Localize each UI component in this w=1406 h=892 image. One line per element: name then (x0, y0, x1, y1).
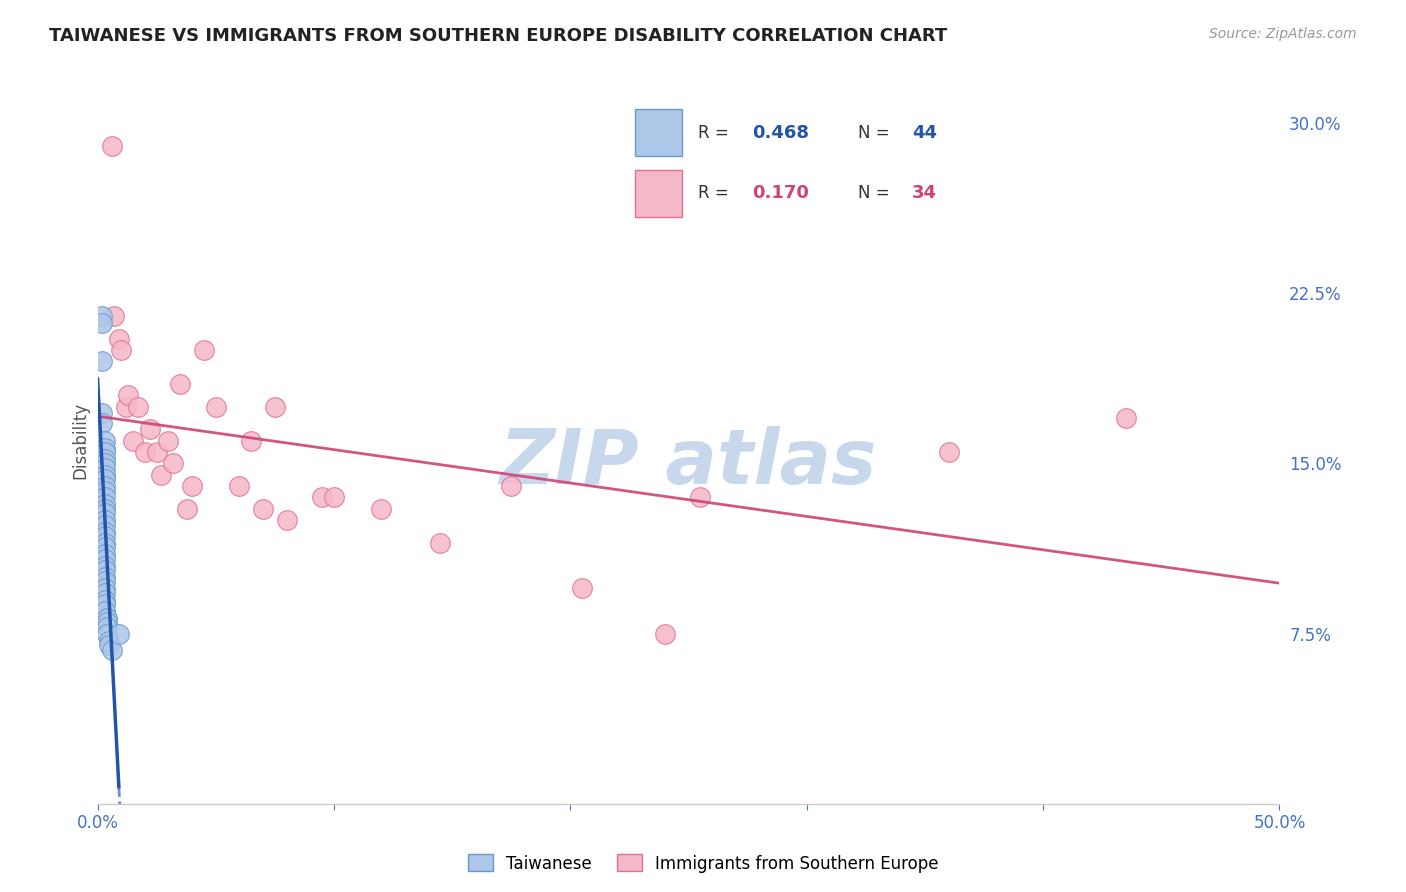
Point (134, 445, 156, 459)
Point (91, 407, 114, 421)
Point (93, 434, 115, 448)
Point (96, 626, 118, 640)
Point (263, 400, 285, 414)
Point (93, 517, 115, 532)
Point (96, 615, 118, 630)
Point (93, 451, 115, 466)
Point (93, 570, 115, 584)
Point (181, 479, 204, 493)
Point (370, 501, 392, 516)
Point (938, 445, 960, 459)
Point (91, 416, 114, 430)
Point (1115, 411, 1137, 425)
Point (93, 507, 115, 521)
Text: ZIP atlas: ZIP atlas (499, 425, 877, 500)
Point (252, 501, 274, 516)
Point (98, 638, 121, 652)
Point (108, 332, 131, 346)
Point (169, 376, 191, 391)
Point (501, 479, 523, 493)
Point (127, 400, 149, 414)
Point (93, 483, 115, 498)
Point (91, 354, 114, 368)
Point (93, 441, 115, 455)
Point (93, 472, 115, 486)
Point (103, 309, 125, 323)
Point (108, 626, 131, 640)
Point (93, 445, 115, 459)
Point (93, 597, 115, 611)
Point (100, 138, 122, 153)
Point (93, 457, 115, 471)
Point (93, 467, 115, 482)
Point (115, 400, 138, 414)
Point (276, 513, 298, 527)
Text: TAIWANESE VS IMMIGRANTS FROM SOUTHERN EUROPE DISABILITY CORRELATION CHART: TAIWANESE VS IMMIGRANTS FROM SOUTHERN EU… (49, 27, 948, 45)
Point (93, 513, 115, 527)
Point (93, 541, 115, 555)
Point (93, 558, 115, 573)
Point (93, 524, 115, 539)
Point (100, 642, 122, 657)
Point (323, 491, 346, 505)
Point (204, 400, 226, 414)
Point (98, 633, 121, 648)
Point (689, 491, 711, 505)
Point (93, 536, 115, 550)
Point (93, 592, 115, 607)
Point (93, 604, 115, 618)
Point (93, 582, 115, 596)
Point (96, 611, 118, 625)
Point (145, 445, 167, 459)
Point (91, 309, 114, 323)
Point (93, 547, 115, 561)
Point (654, 626, 676, 640)
Point (193, 343, 215, 357)
Point (91, 316, 114, 330)
Point (93, 501, 115, 516)
Point (93, 563, 115, 577)
Text: Source: ZipAtlas.com: Source: ZipAtlas.com (1209, 27, 1357, 41)
Y-axis label: Disability: Disability (72, 402, 89, 479)
Point (93, 479, 115, 493)
Point (429, 536, 451, 550)
Point (240, 434, 263, 448)
Point (93, 497, 115, 511)
Point (93, 551, 115, 566)
Point (93, 529, 115, 543)
Point (311, 491, 333, 505)
Point (228, 479, 250, 493)
Point (176, 501, 198, 516)
Point (122, 434, 145, 448)
Point (571, 582, 593, 596)
Point (150, 467, 173, 482)
Point (138, 422, 160, 436)
Point (110, 343, 132, 357)
Point (93, 491, 115, 505)
Point (93, 574, 115, 589)
Legend: Taiwanese, Immigrants from Southern Europe: Taiwanese, Immigrants from Southern Euro… (461, 847, 945, 880)
Point (93, 586, 115, 600)
Point (93, 461, 115, 475)
Point (157, 434, 180, 448)
Point (117, 388, 139, 402)
Point (162, 457, 184, 471)
Point (96, 620, 118, 634)
